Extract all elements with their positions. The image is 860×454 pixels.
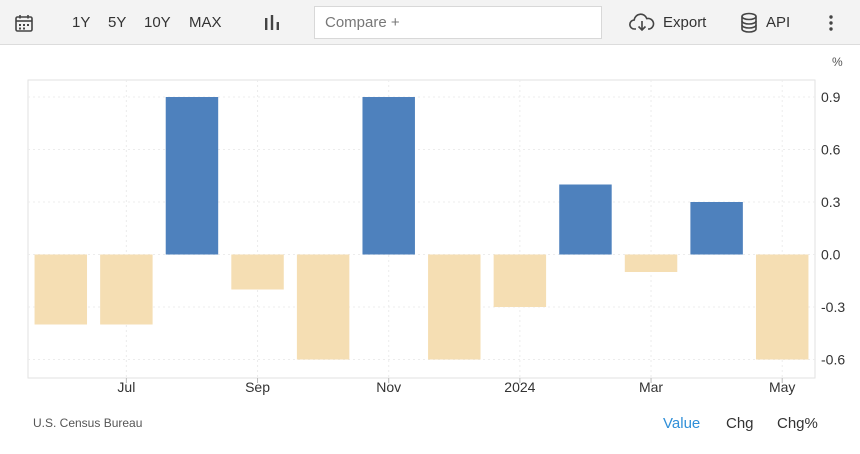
plot-frame (27, 79, 816, 379)
database-icon (741, 12, 757, 33)
x-tick-label: May (769, 379, 795, 395)
source-label: U.S. Census Bureau (33, 416, 143, 430)
y-tick-label: 0.9 (821, 89, 841, 105)
bar-chart: 0.9 0.6 0.3 0.0 -0.3 -0.6% Jul Sep Nov 2024 Mar May (27, 55, 845, 395)
range-max-button[interactable]: MAX (189, 14, 222, 31)
calendar-icon[interactable] (14, 0, 34, 45)
y-tick-label: -0.3 (821, 299, 845, 315)
vertical-dots-icon[interactable] (828, 0, 834, 45)
bar-chart-icon[interactable] (263, 0, 281, 45)
mode-chg-button[interactable]: Chg (726, 414, 754, 432)
bar-2023-12[interactable] (428, 254, 481, 360)
x-tick-label: 2024 (504, 379, 535, 395)
x-tick-label: Jul (117, 379, 135, 395)
api-label: API (766, 14, 791, 31)
y-tick-label: 0.0 (821, 247, 841, 263)
chart-area: 0.9 0.6 0.3 0.0 -0.3 -0.6% Jul Sep Nov 2024 Mar May (0, 45, 860, 449)
y-tick-label: 0.6 (821, 142, 841, 158)
export-label: Export (663, 14, 707, 31)
toolbar: 1Y 5Y 10Y MAX Export API (0, 0, 860, 45)
bar-2024-04[interactable] (690, 202, 743, 255)
export-button[interactable]: Export (629, 0, 706, 45)
bar-2023-11[interactable] (362, 97, 415, 255)
bar-2024-01[interactable] (493, 254, 547, 308)
mode-chg-percent-button[interactable]: Chg% (777, 414, 818, 432)
y-tick-label: 0.3 (821, 194, 841, 210)
bar-2023-10[interactable] (296, 254, 350, 360)
y-unit-label: % (832, 55, 843, 69)
range-1y-button[interactable]: 1Y (72, 14, 91, 31)
bar-2023-08[interactable] (165, 97, 219, 255)
x-tick-label: Mar (639, 379, 663, 395)
cloud-download-icon (629, 12, 655, 31)
bar-2024-05[interactable] (755, 254, 809, 360)
mode-value-button[interactable]: Value (663, 414, 701, 432)
bar-2024-03[interactable] (624, 254, 678, 273)
x-tick-label: Nov (376, 379, 401, 395)
bar-2023-07[interactable] (100, 254, 153, 325)
compare-input[interactable] (314, 6, 602, 39)
y-tick-label: -0.6 (821, 352, 845, 368)
x-tick-label: Sep (245, 379, 270, 395)
bar-2024-02[interactable] (559, 184, 612, 255)
range-10y-button[interactable]: 10Y (144, 14, 171, 31)
bar-2023-09[interactable] (231, 254, 284, 290)
bar-2023-06[interactable] (34, 254, 88, 325)
api-button[interactable]: API (740, 0, 790, 45)
range-5y-button[interactable]: 5Y (108, 14, 127, 31)
